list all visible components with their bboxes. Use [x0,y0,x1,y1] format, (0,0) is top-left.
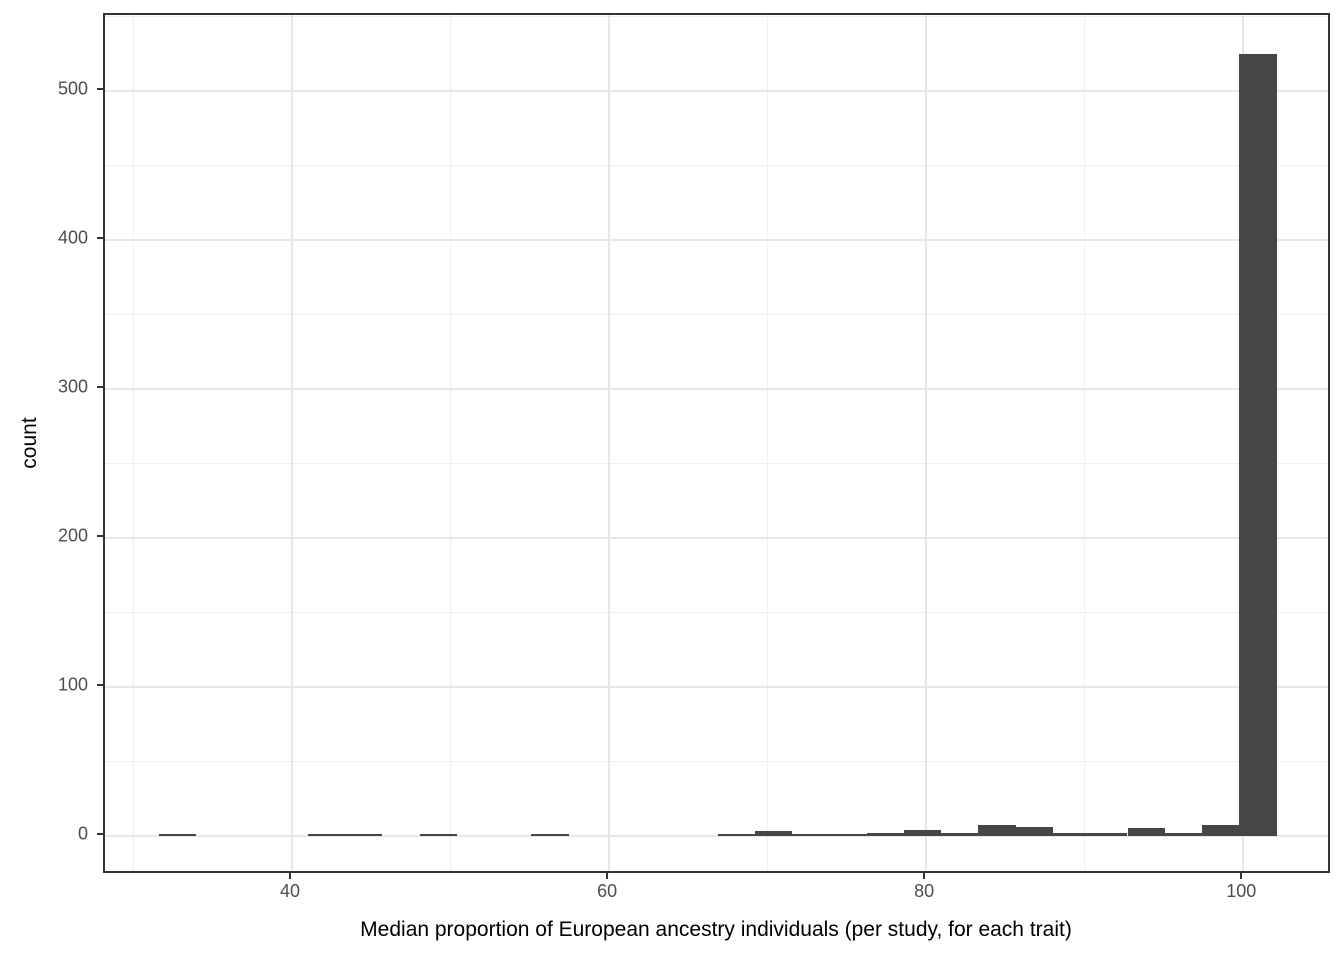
y-minor-gridline [105,612,1328,613]
x-major-gridline [608,15,611,871]
x-tick-label: 60 [597,881,618,901]
y-tick-mark [97,386,103,389]
y-tick-mark [97,237,103,240]
y-tick-label: 100 [57,674,88,695]
x-major-gridline [925,15,928,871]
y-tick-label: 400 [57,227,88,248]
histogram-bar [531,834,569,836]
y-tick-label: 500 [57,78,88,99]
y-major-gridline [105,239,1328,242]
histogram-bar [1127,828,1165,836]
histogram-bar [978,825,1016,836]
y-tick-label: 0 [77,823,88,844]
histogram-bar [345,834,383,836]
y-tick-mark [97,683,103,686]
histogram-bar [792,834,830,836]
x-minor-gridline [767,15,769,871]
histogram-bar [307,834,346,836]
histogram-bar [941,832,979,836]
x-tick-mark [606,873,609,879]
histogram-bar [754,831,793,836]
x-minor-gridline [1084,15,1086,871]
histogram-bar [717,834,755,836]
histogram-bar [1090,832,1128,836]
y-minor-gridline [105,165,1328,167]
y-minor-gridline [105,463,1328,465]
histogram-bar [1052,832,1091,836]
plot-panel [103,13,1330,873]
y-minor-gridline [105,760,1328,762]
histogram-bar [903,829,942,836]
x-tick-label: 80 [914,881,935,901]
histogram-bar [158,834,197,836]
y-minor-gridline [105,314,1328,316]
x-tick-mark [1240,873,1243,879]
y-tick-mark [97,832,103,835]
x-minor-gridline [133,15,135,871]
histogram-bar [1239,54,1277,836]
y-tick-label: 200 [57,525,88,546]
y-tick-mark [97,88,103,91]
y-major-gridline [105,834,1328,837]
y-major-gridline [105,537,1328,540]
histogram-bar [829,834,867,836]
x-tick-label: 100 [1226,881,1257,901]
x-axis-title: Median proportion of European ancestry i… [360,918,1072,941]
x-tick-mark [289,873,292,879]
y-tick-label: 300 [57,376,88,397]
y-major-gridline [105,90,1328,93]
x-minor-gridline [450,15,452,871]
histogram-bar [1015,826,1053,836]
y-tick-mark [97,535,103,538]
histogram-bar [866,832,904,836]
x-major-gridline [291,15,294,871]
histogram-bar [1202,825,1240,836]
y-axis-title: count [18,417,41,469]
y-minor-gridline [105,16,1328,18]
x-tick-label: 40 [280,881,301,901]
histogram-bar [419,834,457,836]
y-major-gridline [105,685,1328,688]
histogram-bar [1164,832,1202,836]
y-major-gridline [105,388,1328,391]
x-tick-mark [923,873,926,879]
